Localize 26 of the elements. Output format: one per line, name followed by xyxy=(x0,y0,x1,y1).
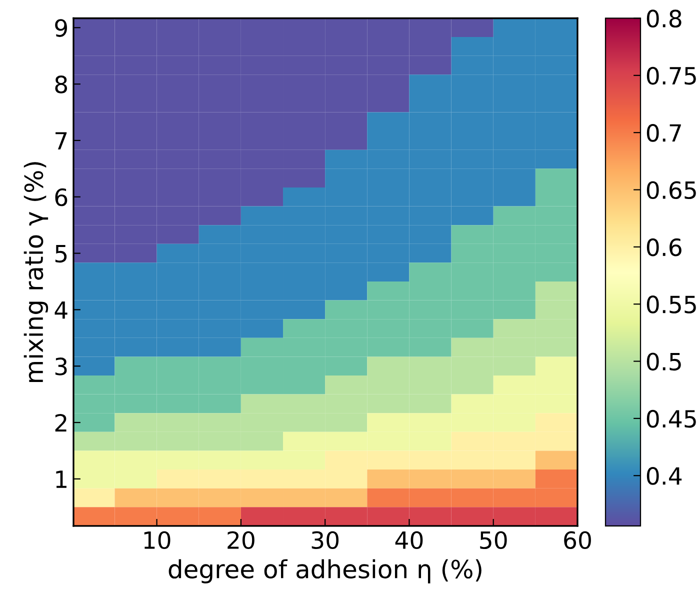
x-tick-label: 50 xyxy=(480,531,507,550)
y-tick-label: 8 xyxy=(55,75,68,94)
y-tick-label: 4 xyxy=(54,301,68,319)
color-bar-label: 0.65 xyxy=(646,181,696,200)
y-tick-label: 9 xyxy=(55,19,67,37)
y-tick-label: 6 xyxy=(55,188,68,206)
x-axis-title: degree of adhesion η (%) xyxy=(168,559,482,584)
y-axis-title: mixing ratio γ (%) xyxy=(24,162,48,382)
y-tick-label: 7 xyxy=(56,132,67,150)
y-tick-label: 3 xyxy=(55,358,67,376)
x-tick-label: 10 xyxy=(144,531,170,550)
y-tick-label: 5 xyxy=(55,245,67,263)
color-bar-label: 0.45 xyxy=(646,410,696,428)
color-bar-label: 0.55 xyxy=(646,296,696,314)
color-bar-label: 0.7 xyxy=(646,124,681,142)
x-tick-label: 40 xyxy=(395,531,423,550)
y-tick-label: 1 xyxy=(56,470,66,488)
x-tick-label: 20 xyxy=(228,531,254,550)
color-bar-label: 0.6 xyxy=(646,238,682,256)
color-bar-label: 0.4 xyxy=(646,467,682,485)
x-tick-label: 30 xyxy=(312,531,339,550)
y-tick-label: 2 xyxy=(55,414,66,432)
color-bar-label: 0.5 xyxy=(646,352,681,371)
x-tick-label: 60 xyxy=(564,531,591,550)
color-bar-label: 0.75 xyxy=(646,66,696,85)
color-bar-label: 0.8 xyxy=(646,10,682,28)
